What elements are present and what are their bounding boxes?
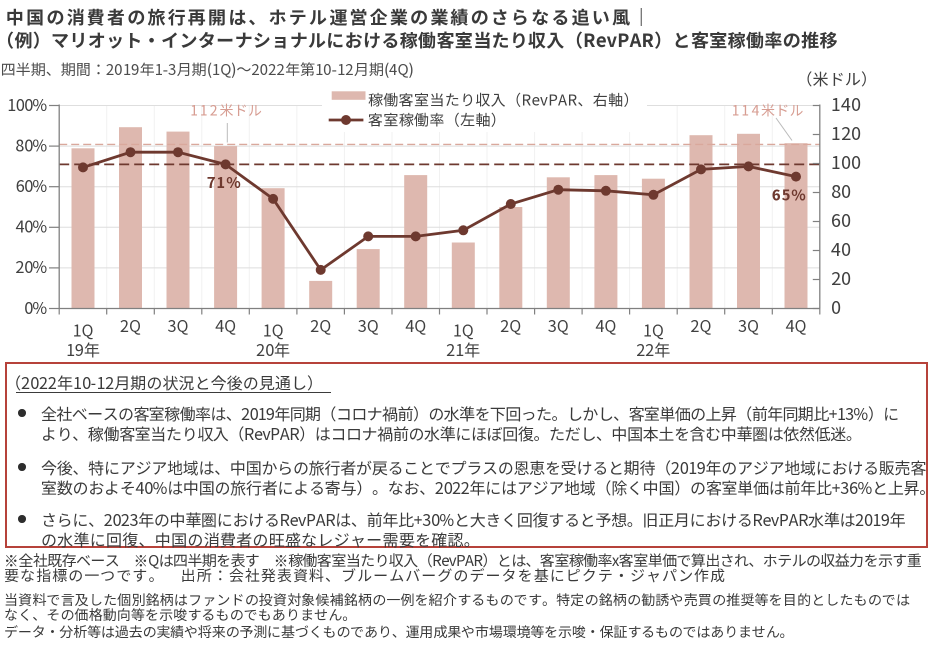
svg-text:4Q: 4Q <box>405 313 426 337</box>
svg-text:3Q: 3Q <box>168 313 189 337</box>
svg-text:80%: 80% <box>16 132 48 156</box>
svg-text:40: 40 <box>831 236 851 262</box>
svg-text:20%: 20% <box>16 254 48 278</box>
svg-text:4Q: 4Q <box>596 313 617 337</box>
svg-text:65%: 65% <box>772 185 807 206</box>
svg-text:1Q: 1Q <box>453 317 474 341</box>
svg-text:稼働客室当たり収入（RevPAR、右軸）: 稼働客室当たり収入（RevPAR、右軸） <box>368 90 639 111</box>
svg-text:22年: 22年 <box>637 337 671 361</box>
svg-text:60: 60 <box>831 207 851 233</box>
svg-text:客室稼働率（左軸）: 客室稼働率（左軸） <box>368 109 506 130</box>
svg-text:114米ドル: 114米ドル <box>732 100 804 120</box>
svg-text:20年: 20年 <box>256 337 290 361</box>
svg-text:0%: 0% <box>24 295 47 319</box>
svg-text:100%: 100% <box>7 92 47 116</box>
svg-text:2Q: 2Q <box>120 313 141 337</box>
svg-text:2Q: 2Q <box>310 313 331 337</box>
svg-text:71%: 71% <box>207 172 242 193</box>
svg-text:19年: 19年 <box>66 337 100 361</box>
svg-text:40%: 40% <box>16 214 48 238</box>
svg-text:80: 80 <box>831 178 851 204</box>
svg-text:112米ドル: 112米ドル <box>191 100 263 120</box>
svg-text:1Q: 1Q <box>643 317 664 341</box>
svg-text:3Q: 3Q <box>358 313 379 337</box>
svg-text:60%: 60% <box>16 173 48 197</box>
svg-text:140: 140 <box>831 91 861 117</box>
svg-text:1Q: 1Q <box>73 317 94 341</box>
svg-text:20: 20 <box>831 265 851 291</box>
svg-text:120: 120 <box>831 120 861 146</box>
svg-text:0: 0 <box>831 294 841 320</box>
svg-text:1Q: 1Q <box>263 317 284 341</box>
svg-text:3Q: 3Q <box>548 313 569 337</box>
svg-text:3Q: 3Q <box>738 313 759 337</box>
svg-text:2Q: 2Q <box>500 313 521 337</box>
svg-text:4Q: 4Q <box>786 313 807 337</box>
svg-text:100: 100 <box>831 149 861 175</box>
svg-text:4Q: 4Q <box>215 313 236 337</box>
svg-text:2Q: 2Q <box>691 313 712 337</box>
svg-text:（米ドル）: （米ドル） <box>797 66 878 90</box>
svg-text:21年: 21年 <box>446 337 480 361</box>
